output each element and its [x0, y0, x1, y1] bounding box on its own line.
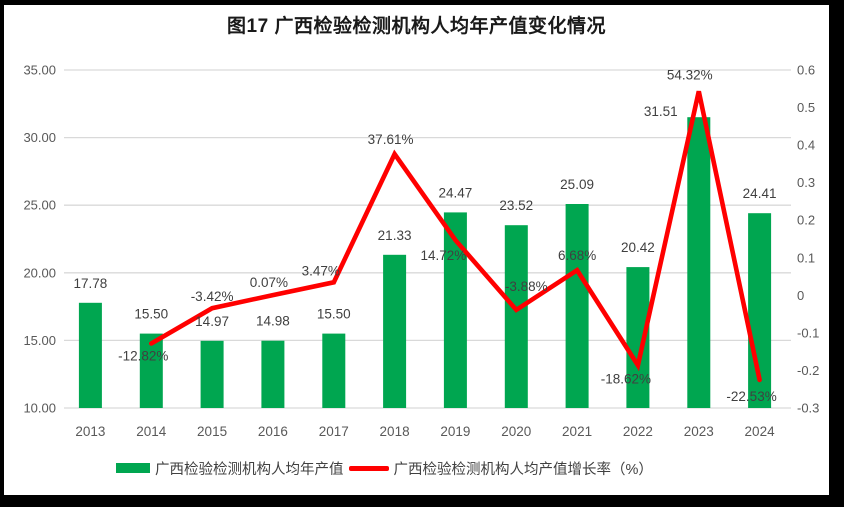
- left-axis-tick: 35.00: [23, 63, 56, 78]
- right-axis-tick: 0: [797, 288, 804, 303]
- right-axis-tick: -0.3: [797, 401, 819, 416]
- legend-item-line-series: 广西检验检测机构人均产值增长率（%）: [348, 458, 653, 479]
- line-value-label: 37.61%: [368, 132, 414, 147]
- left-axis-tick: 15.00: [23, 333, 56, 348]
- right-axis-tick: -0.2: [797, 363, 819, 378]
- line-value-label: 14.72%: [421, 248, 467, 263]
- bar-value-label: 17.78: [74, 276, 108, 291]
- x-axis-label: 2019: [440, 424, 470, 439]
- line-value-label: -3.88%: [505, 279, 548, 294]
- left-axis-tick: 10.00: [23, 401, 56, 416]
- bar-value-label: 21.33: [378, 228, 412, 243]
- bar-2015: [200, 340, 224, 408]
- figure-border-bottom: [0, 495, 844, 507]
- x-axis-label: 2022: [623, 424, 653, 439]
- bar-2018: [383, 254, 407, 408]
- x-axis-label: 2023: [684, 424, 714, 439]
- x-axis-label: 2015: [197, 424, 227, 439]
- line-value-label: -3.42%: [191, 289, 234, 304]
- bar-2017: [322, 333, 346, 408]
- legend-label-line-series: 广西检验检测机构人均产值增长率（%）: [393, 461, 653, 478]
- x-axis-label: 2021: [562, 424, 592, 439]
- right-axis-tick: -0.1: [797, 325, 819, 340]
- bar-value-label: 24.47: [439, 185, 473, 200]
- bar-2023: [687, 117, 711, 408]
- bar-value-label: 23.52: [499, 198, 533, 213]
- legend-item-bar-series: 广西检验检测机构人均年产值: [116, 458, 344, 479]
- legend-label-bar-series: 广西检验检测机构人均年产值: [155, 461, 344, 478]
- figure-border-top: [0, 0, 844, 5]
- chart-title: 图17 广西检验检测机构人均年产值变化情况: [227, 16, 606, 37]
- line-value-label: -18.62%: [601, 371, 651, 386]
- bar-value-label: 24.41: [743, 186, 777, 201]
- x-axis-label: 2020: [501, 424, 531, 439]
- x-axis-label: 2018: [380, 424, 410, 439]
- line-value-label: -22.53%: [726, 389, 776, 404]
- x-axis-label: 2016: [258, 424, 288, 439]
- bar-series-swatch-icon: [116, 463, 150, 473]
- bar-2020: [504, 225, 528, 408]
- left-axis-tick: 30.00: [23, 130, 56, 145]
- x-axis-label: 2013: [75, 424, 105, 439]
- line-value-label: -12.82%: [118, 348, 168, 363]
- left-axis-tick: 25.00: [23, 198, 56, 213]
- left-axis-tick: 20.00: [23, 265, 56, 280]
- x-axis-label: 2024: [745, 424, 776, 439]
- line-value-label: 0.07%: [250, 275, 288, 290]
- right-axis-tick: 0.6: [797, 63, 815, 78]
- line-value-label: 3.47%: [302, 263, 340, 278]
- right-axis-tick: 0.5: [797, 100, 815, 115]
- bar-2014: [139, 333, 163, 408]
- bar-value-label: 25.09: [560, 177, 594, 192]
- line-value-label: 6.68%: [558, 248, 596, 263]
- bar-value-label: 14.97: [195, 314, 229, 329]
- growth-rate-line: [149, 90, 762, 383]
- bar-2019: [443, 212, 467, 408]
- right-axis-tick: 0.3: [797, 175, 815, 190]
- right-axis-tick: 0.1: [797, 250, 815, 265]
- bar-2022: [626, 267, 650, 408]
- right-axis-tick: 0.4: [797, 138, 815, 153]
- bar-value-label: 31.51: [644, 104, 678, 119]
- x-axis-label: 2017: [319, 424, 349, 439]
- bar-value-label: 20.42: [621, 240, 655, 255]
- bar-value-label: 15.50: [134, 307, 168, 322]
- line-value-label: 54.32%: [667, 67, 713, 82]
- bar-value-label: 14.98: [256, 314, 290, 329]
- bar-2016: [261, 340, 285, 408]
- chart-legend: 广西检验检测机构人均年产值 广西检验检测机构人均产值增长率（%）: [116, 458, 653, 478]
- line-series-swatch-icon: [348, 465, 389, 471]
- bar-2021: [565, 204, 589, 408]
- right-axis-tick: 0.2: [797, 213, 815, 228]
- x-axis-label: 2014: [136, 424, 167, 439]
- figure-border-right: [829, 0, 844, 507]
- bar-value-label: 15.50: [317, 307, 351, 322]
- figure-border-left: [0, 0, 4, 507]
- bar-2013: [78, 302, 102, 408]
